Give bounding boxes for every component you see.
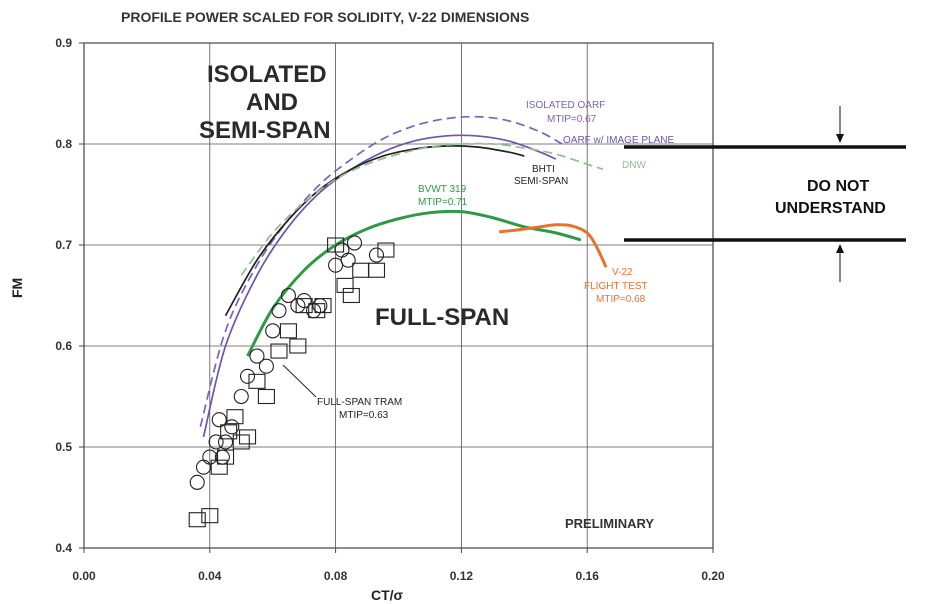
data-point-square: [188, 512, 206, 528]
region-label-full-span: FULL-SPAN: [375, 304, 509, 331]
label-isolated-oarf-mtip: MTIP=0.67: [547, 114, 597, 125]
data-point-circle: [280, 287, 296, 304]
series-lines: [199, 115, 608, 438]
data-point-circle: [340, 252, 356, 268]
plot-frame: [83, 42, 714, 549]
y-tick-label: 0.7: [55, 238, 72, 252]
label-isolated-oarf: ISOLATED OARF: [526, 100, 605, 111]
label-v22: V-22: [612, 267, 633, 278]
data-point-square: [216, 449, 235, 465]
x-tick-label: 0.20: [701, 569, 725, 583]
label-full-span-tram: FULL-SPAN TRAM: [317, 397, 402, 408]
data-point-square: [327, 237, 345, 253]
data-point-circle: [296, 292, 312, 309]
x-tick-label: 0.00: [72, 569, 96, 583]
y-tick-label: 0.5: [55, 440, 72, 454]
label-v22-flight-test: FLIGHT TEST: [584, 281, 648, 292]
data-point-square: [232, 434, 250, 450]
label-full-span-tram-mtip: MTIP=0.63: [339, 410, 389, 421]
label-bhti-semi-span: SEMI-SPAN: [514, 176, 568, 187]
note-line-2: UNDERSTAND: [775, 200, 886, 217]
label-v22-mtip: MTIP=0.68: [596, 294, 646, 305]
data-point-square: [279, 323, 297, 339]
data-point-circle: [233, 388, 249, 405]
tick-labels: 0.00 0.04 0.08 0.12 0.16 0.20 0.4 0.5 0.6 0.7 0.8 0…: [55, 36, 725, 583]
series-line-2: [224, 145, 525, 317]
y-tick-label: 0.6: [55, 339, 72, 353]
region-label-semi-span: SEMI-SPAN: [199, 117, 331, 144]
series-line-1: [202, 134, 557, 438]
note-line-1: DO NOT: [807, 178, 869, 195]
data-point-circle: [258, 358, 274, 374]
series-line-5: [498, 223, 608, 268]
y-tick-label: 0.8: [55, 137, 72, 151]
x-tick-label: 0.08: [324, 569, 348, 583]
data-point-circle: [368, 247, 385, 263]
note-arrowhead-bottom: [836, 244, 844, 253]
data-point-circle: [202, 449, 218, 465]
data-point-square: [210, 459, 228, 475]
series-line-0: [199, 115, 563, 428]
data-point-square: [352, 262, 370, 278]
data-point-square: [270, 343, 288, 359]
data-point-circle: [271, 303, 287, 319]
data-point-circle: [239, 368, 256, 384]
label-bvwt-mtip: MTIP=0.71: [418, 197, 468, 208]
region-label-isolated: ISOLATED: [207, 61, 327, 88]
data-point-square: [314, 298, 332, 314]
label-bvwt: BVWT 319: [418, 184, 467, 195]
series-line-4: [246, 209, 582, 357]
label-oarf-image-plane: OARF w/ IMAGE PLANE: [563, 135, 674, 146]
data-point-square: [367, 262, 386, 278]
data-point-circle: [249, 348, 265, 364]
data-point-circle: [265, 323, 281, 339]
note-arrowhead-top: [836, 134, 844, 143]
data-point-square: [201, 508, 219, 524]
data-point-square: [308, 303, 326, 319]
data-point-circle: [217, 434, 234, 450]
data-point-square: [336, 277, 354, 293]
chart-title: PROFILE POWER SCALED FOR SOLIDITY, V-22 …: [121, 9, 529, 25]
x-axis-label: CT/σ: [371, 587, 404, 603]
x-tick-label: 0.04: [198, 569, 222, 583]
grid: [79, 42, 714, 553]
x-tick-label: 0.16: [576, 569, 600, 583]
data-point-circle: [346, 235, 363, 251]
data-point-circle: [211, 412, 227, 428]
data-point-circle: [208, 434, 224, 450]
data-point-square: [257, 388, 275, 405]
data-point-square: [248, 373, 266, 389]
label-bhti: BHTI: [532, 164, 555, 175]
x-tick-label: 0.12: [450, 569, 474, 583]
leader-line-full-span-tram: [282, 364, 317, 398]
data-point-circle: [224, 419, 240, 435]
data-point-square: [220, 424, 238, 440]
data-point-square: [238, 429, 257, 445]
data-point-circle: [195, 459, 212, 475]
data-point-square: [342, 287, 360, 304]
series-markers: [188, 235, 395, 528]
preliminary-label: PRELIMINARY: [565, 516, 654, 531]
data-point-circle: [189, 474, 205, 490]
y-tick-label: 0.9: [55, 36, 72, 50]
data-point-square: [377, 242, 395, 258]
data-point-square: [289, 338, 307, 354]
y-axis-label: FM: [9, 278, 25, 298]
data-point-circle: [290, 298, 306, 314]
data-point-square: [226, 409, 244, 425]
data-point-square: [295, 298, 313, 314]
label-dnw: DNW: [622, 160, 646, 171]
region-label-and: AND: [246, 89, 298, 116]
y-tick-label: 0.4: [55, 541, 72, 555]
